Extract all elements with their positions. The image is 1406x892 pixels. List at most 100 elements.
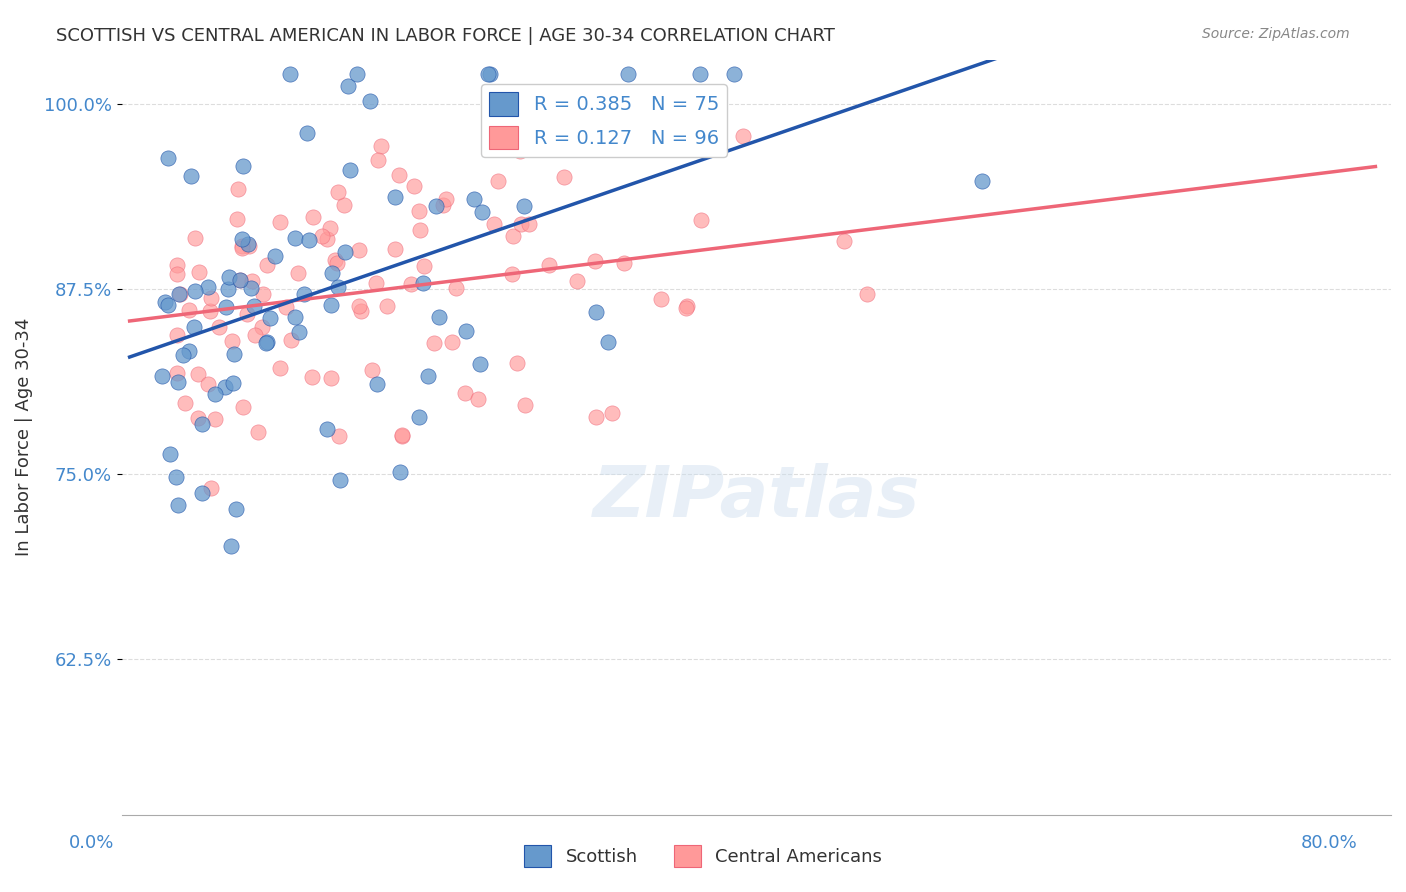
Scottish xyxy=(321,266,343,280)
Scottish xyxy=(172,348,194,362)
Scottish xyxy=(970,174,993,188)
Central Americans xyxy=(388,168,411,182)
Scottish xyxy=(284,310,307,325)
Text: 0.0%: 0.0% xyxy=(69,834,114,852)
Scottish xyxy=(240,281,263,295)
Central Americans xyxy=(221,334,243,349)
Scottish xyxy=(596,335,619,350)
Scottish xyxy=(412,276,434,290)
Central Americans xyxy=(186,367,208,381)
Scottish xyxy=(616,67,638,81)
Scottish xyxy=(179,344,201,359)
Central Americans xyxy=(197,376,219,391)
Scottish xyxy=(167,498,190,512)
Scottish xyxy=(463,193,485,207)
Central Americans xyxy=(370,139,392,153)
Central Americans xyxy=(444,280,467,294)
Central Americans xyxy=(432,198,454,212)
Scottish xyxy=(215,300,238,314)
Central Americans xyxy=(517,217,540,231)
Scottish xyxy=(263,248,285,262)
Scottish xyxy=(477,67,499,81)
Central Americans xyxy=(375,299,398,313)
Scottish xyxy=(231,232,253,246)
Scottish xyxy=(287,326,309,340)
Central Americans xyxy=(391,427,413,442)
Central Americans xyxy=(256,258,278,272)
Scottish xyxy=(259,311,281,326)
Scottish xyxy=(191,486,214,500)
Central Americans xyxy=(200,291,222,305)
Scottish xyxy=(197,280,219,294)
Scottish xyxy=(723,67,745,81)
Central Americans xyxy=(229,273,252,287)
Scottish xyxy=(167,287,190,301)
Central Americans xyxy=(235,307,257,321)
Central Americans xyxy=(184,231,207,245)
Scottish xyxy=(218,269,240,284)
Central Americans xyxy=(506,356,529,370)
Scottish xyxy=(224,347,246,361)
Central Americans xyxy=(408,203,430,218)
Central Americans xyxy=(423,335,446,350)
Scottish xyxy=(204,387,226,401)
Legend: R = 0.385   N = 75, R = 0.127   N = 96: R = 0.385 N = 75, R = 0.127 N = 96 xyxy=(481,85,727,157)
Scottish xyxy=(346,67,368,81)
Central Americans xyxy=(245,328,267,343)
Central Americans xyxy=(434,193,457,207)
Scottish xyxy=(427,310,450,325)
Scottish xyxy=(243,299,266,313)
Scottish xyxy=(159,447,181,461)
Central Americans xyxy=(187,410,209,425)
Scottish xyxy=(157,298,180,312)
Scottish xyxy=(191,417,214,431)
Central Americans xyxy=(208,320,231,334)
Scottish xyxy=(153,295,176,310)
Central Americans xyxy=(166,258,188,272)
Scottish xyxy=(292,287,315,301)
Central Americans xyxy=(412,259,434,273)
Scottish xyxy=(319,297,342,311)
Scottish xyxy=(339,162,361,177)
Central Americans xyxy=(565,274,588,288)
Central Americans xyxy=(198,304,221,318)
Scottish xyxy=(284,231,307,245)
Central Americans xyxy=(328,428,350,442)
Central Americans xyxy=(332,198,354,212)
Central Americans xyxy=(226,182,249,196)
Scottish xyxy=(165,470,187,484)
Central Americans xyxy=(409,222,432,236)
Central Americans xyxy=(733,129,755,144)
Scottish xyxy=(366,377,388,392)
Scottish xyxy=(470,358,492,372)
Y-axis label: In Labor Force | Age 30-34: In Labor Force | Age 30-34 xyxy=(15,318,32,557)
Scottish xyxy=(167,375,190,389)
Central Americans xyxy=(301,370,323,384)
Central Americans xyxy=(166,267,188,281)
Central Americans xyxy=(326,185,349,199)
Central Americans xyxy=(384,242,406,256)
Scottish xyxy=(183,319,205,334)
Central Americans xyxy=(391,429,413,443)
Scottish xyxy=(256,335,278,350)
Central Americans xyxy=(515,398,537,412)
Central Americans xyxy=(650,292,672,306)
Scottish xyxy=(456,324,478,338)
Scottish xyxy=(225,502,247,516)
Central Americans xyxy=(325,252,347,267)
Central Americans xyxy=(316,232,339,246)
Central Americans xyxy=(675,301,697,315)
Text: 80.0%: 80.0% xyxy=(1301,834,1357,852)
Central Americans xyxy=(482,217,505,231)
Text: ZIPatlas: ZIPatlas xyxy=(593,463,920,532)
Central Americans xyxy=(585,409,607,424)
Scottish xyxy=(337,79,360,94)
Central Americans xyxy=(269,215,291,229)
Scottish xyxy=(425,199,447,213)
Central Americans xyxy=(250,320,273,334)
Scottish xyxy=(254,335,277,350)
Central Americans xyxy=(232,401,254,415)
Central Americans xyxy=(231,239,253,253)
Scottish xyxy=(479,67,502,81)
Central Americans xyxy=(269,361,291,376)
